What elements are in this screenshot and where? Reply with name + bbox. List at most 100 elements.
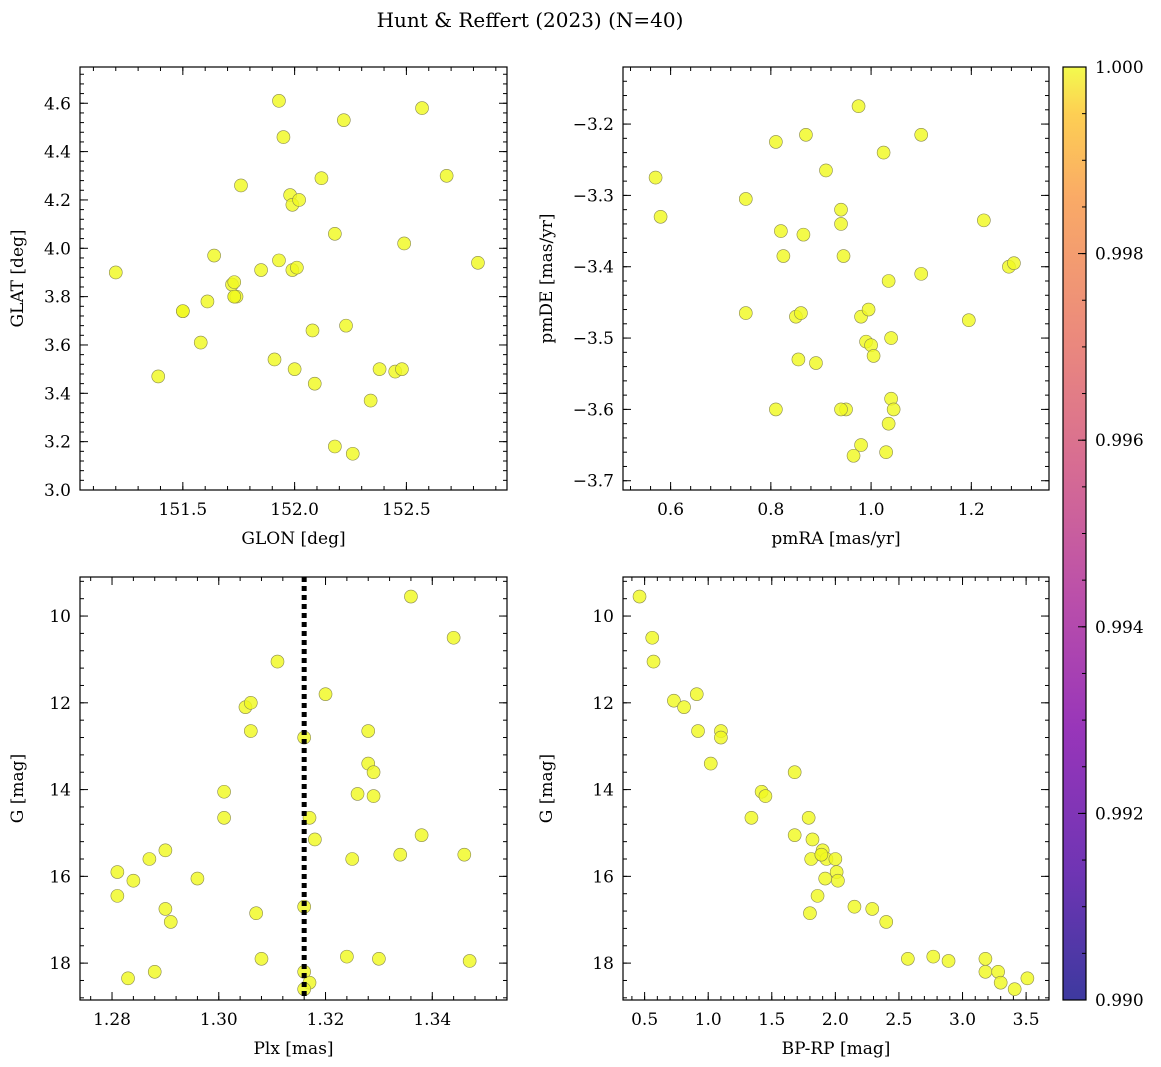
data-point [110,865,125,879]
data-point [691,724,705,738]
y-axis-label: GLAT [deg] [8,229,28,327]
y-tick-label: −3.5 [573,329,614,349]
data-point [865,902,880,916]
data-point [854,438,868,452]
data-point [962,313,976,328]
y-tick-label: −3.2 [573,115,614,135]
data-point [415,101,429,115]
y-tick-label: 12 [592,694,614,714]
y-tick-label: 16 [49,867,71,887]
data-point [851,99,866,114]
data-point [292,193,306,207]
y-tick-label: 10 [49,607,71,627]
data-point [372,362,387,376]
colorbar-ticks: 0.990 0.992 0.994 0.996 0.998 1.000 [1078,58,1144,1011]
x-tick-label: 2.0 [822,1010,849,1030]
data-point [395,362,409,376]
y-tick-label: 3.6 [44,336,71,356]
x-axis-label: BP-RP [mag] [782,1039,891,1059]
data-point [879,445,893,459]
data-point [217,784,231,799]
data-point [847,899,862,914]
axes-frame [622,576,1050,1001]
panel-glon-glat: 151.5 152.0 152.5 3.0 3.2 3.4 3.6 3.8 4.0 4.2 4.4 4… [8,66,508,549]
x-tick-label: 1.28 [93,1010,131,1030]
data-point [350,787,365,801]
points-plx-g [110,577,477,1000]
data-point [462,954,477,968]
y-tick-label: 10 [592,607,614,627]
data-point [881,274,896,288]
y-tick-label: 3.2 [44,433,71,453]
colorbar: 0.990 0.992 0.994 0.996 0.998 1.000 [1062,58,1144,1011]
data-point [801,810,816,825]
data-point [901,951,915,966]
data-point [738,192,753,206]
data-point [227,275,242,289]
data-point [267,352,282,367]
panel-plx-g: 1.28 1.30 1.32 1.34 10 12 14 16 18 Plx [mas] G [ma… [8,576,508,1059]
axes-frame [622,66,1050,491]
data-point [791,352,806,367]
data-point [831,873,845,888]
data-point [881,416,896,431]
x-tick-label: 1.34 [413,1010,451,1030]
data-point [810,889,825,903]
data-point [439,168,454,183]
data-point [254,263,268,277]
data-point [249,906,263,921]
y-tick-label: −3.7 [573,472,614,492]
data-point [1020,971,1035,986]
data-point [158,902,173,916]
x-tick-label: 3.5 [1013,1010,1040,1030]
data-point [714,730,728,745]
data-point [272,94,286,108]
data-point [471,255,485,270]
data-point [446,630,461,645]
data-point [244,724,258,738]
y-tick-label: 3.8 [44,288,71,308]
data-point [884,331,898,345]
data-point [993,975,1008,990]
data-point [776,249,791,263]
data-point [941,954,956,968]
data-point [799,127,813,142]
data-point [978,964,993,979]
data-point [110,889,125,903]
data-point [254,951,269,966]
y-tick-label: 3.4 [44,384,71,404]
data-point [142,852,157,866]
data-point [834,202,848,217]
data-point [769,135,783,149]
data-point [314,171,329,185]
data-point [744,810,759,825]
x-axis-label: pmRA [mas/yr] [771,529,900,549]
data-point [328,439,342,454]
data-point [366,789,381,803]
data-point [276,130,291,144]
axes-frame [79,66,508,491]
data-point [404,589,418,604]
y-tick-label: 12 [49,694,71,714]
data-point [645,630,660,645]
colorbar-tick-label: 0.994 [1095,618,1144,638]
data-point [861,302,876,317]
data-point [345,852,360,866]
data-point [307,376,322,391]
data-point [227,289,242,304]
colorbar-tick-label: 1.000 [1095,58,1144,78]
y-tick-label: 3.0 [44,481,71,501]
data-point [886,402,901,417]
y-axis-label: pmDE [mas/yr] [537,213,557,343]
y-tick-label: 4.2 [44,191,71,211]
data-point [290,260,304,275]
data-point [758,789,773,803]
colorbar-tick-label: 0.992 [1095,804,1144,824]
data-point [834,402,848,417]
y-axis-label: G [mag] [8,754,28,823]
colorbar-tick-label: 0.998 [1095,245,1144,265]
data-point [414,828,429,842]
data-point [200,294,215,309]
y-axis-label: G [mag] [537,754,557,823]
